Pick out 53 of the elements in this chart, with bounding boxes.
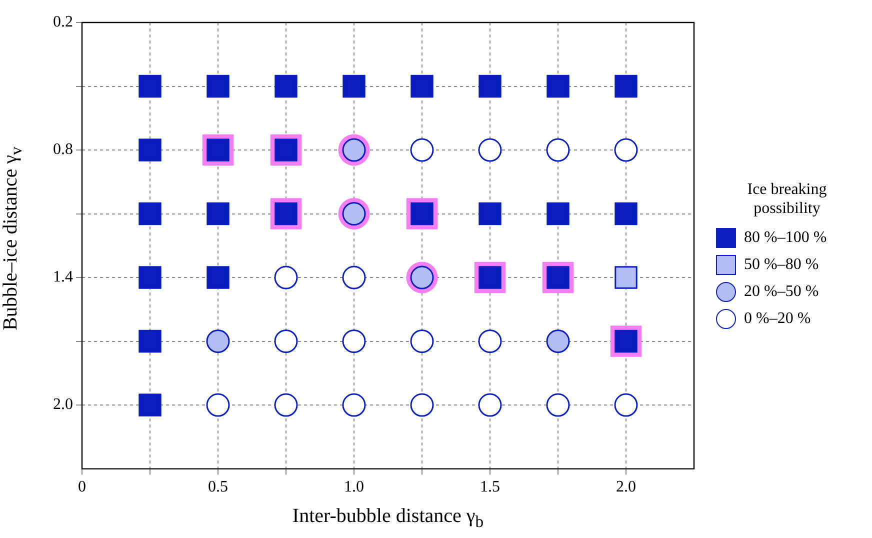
point: [138, 202, 162, 226]
point: [342, 330, 366, 354]
point: [614, 393, 638, 417]
x-tick-label: 2.0: [616, 478, 636, 496]
point: [478, 393, 502, 417]
point: [138, 138, 162, 162]
y-tick-label: 0.8: [53, 141, 73, 158]
y-tick-label: 0.2: [53, 14, 73, 31]
x-tick-label: 1.5: [480, 478, 500, 496]
y-tick-label: 2.0: [53, 396, 73, 414]
point: [138, 266, 162, 289]
legend-label: 20 %–50 %: [744, 282, 819, 300]
point: [342, 74, 366, 98]
legend-label: 50 %–80 %: [744, 256, 819, 274]
point: [410, 330, 434, 354]
point: [274, 266, 298, 290]
point: [546, 138, 570, 162]
point: [546, 330, 570, 354]
x-tick-label: 0.5: [208, 478, 228, 496]
point: [478, 330, 502, 354]
point: [274, 74, 298, 98]
point: [614, 266, 638, 289]
point: [274, 393, 298, 417]
point: [410, 393, 434, 417]
point: [546, 74, 570, 98]
point: [274, 330, 298, 354]
point: [206, 393, 230, 417]
y-tick-label: 1.4: [53, 268, 73, 286]
point: [478, 138, 502, 162]
point: [614, 138, 638, 162]
x-tick-label: 0: [78, 478, 86, 496]
point: [614, 202, 638, 226]
legend-title: Ice breaking possibility: [746, 180, 828, 218]
point: [614, 74, 638, 98]
point: [410, 138, 434, 162]
point: [138, 74, 162, 98]
point: [138, 394, 162, 416]
legend-label: 0 %–20 %: [744, 310, 811, 328]
point: [138, 330, 162, 353]
point: [206, 202, 230, 226]
point: [546, 202, 570, 226]
legend-label: 80 %–100 %: [744, 228, 827, 246]
point: [342, 266, 366, 290]
point: [206, 74, 230, 98]
point: [206, 266, 230, 289]
point: [342, 393, 366, 417]
point: [206, 330, 230, 354]
point: [478, 202, 502, 226]
point: [478, 74, 502, 98]
x-axis-title: Inter-bubble distance γ$_{b}$: [291, 505, 485, 532]
point: [546, 393, 570, 417]
point: [410, 74, 434, 98]
x-tick-label: 1.0: [344, 478, 364, 496]
